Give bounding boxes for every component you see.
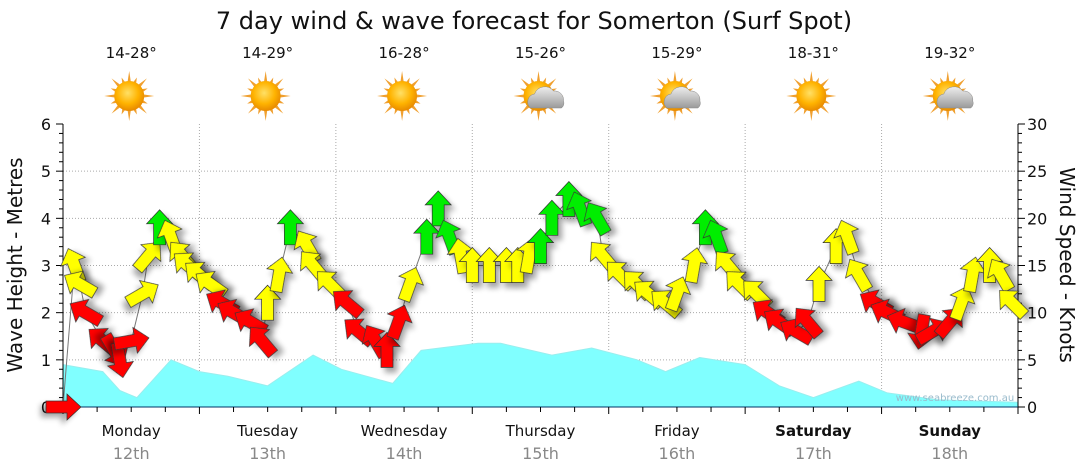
y-tick-label-right: 10 <box>1027 304 1047 323</box>
sunny-icon <box>377 71 428 121</box>
wind-direction-arrow <box>664 276 692 313</box>
y-tick-label-right: 30 <box>1027 115 1047 134</box>
day-name-label: Friday <box>654 422 700 440</box>
wind-direction-arrow <box>266 256 294 294</box>
y-tick-label-left: 5 <box>41 162 51 181</box>
wind-direction-arrow <box>276 209 305 246</box>
wind-direction-arrow <box>249 326 279 359</box>
y-tick-label-left: 4 <box>41 209 51 228</box>
day-temperature: 15-29° <box>651 44 702 62</box>
cloud-shape <box>936 86 974 109</box>
wind-direction-arrow <box>805 265 833 302</box>
y-tick-label-right: 0 <box>1027 398 1037 417</box>
wind-direction-arrow <box>999 290 1030 320</box>
y-tick-label-left: 2 <box>41 304 51 323</box>
day-date-label: 16th <box>659 444 696 463</box>
sun-disc <box>796 81 827 111</box>
wind-direction-arrow <box>681 247 709 284</box>
partly-cloudy-icon <box>513 71 565 121</box>
wind-direction-arrow <box>794 307 824 340</box>
wind-direction-arrow <box>386 304 413 341</box>
wind-direction-arrow <box>333 290 365 320</box>
sun-rays <box>104 71 155 121</box>
day-name-label: Monday <box>102 422 161 440</box>
watermark: www.seabreeze.com.au <box>896 393 1014 404</box>
chart-title: 7 day wind & wave forecast for Somerton … <box>216 7 852 35</box>
y-tick-label-right: 20 <box>1027 209 1047 228</box>
wind-direction-arrow <box>113 326 150 354</box>
y-tick-label-right: 25 <box>1027 162 1047 181</box>
cloud-shape <box>663 86 701 109</box>
wind-direction-arrow <box>583 202 612 237</box>
wind-direction-arrow <box>833 219 860 256</box>
wind-direction-arrow <box>526 228 555 264</box>
y-tick-label-left: 6 <box>41 115 51 134</box>
day-temperature: 15-26° <box>515 44 566 62</box>
day-date-label: 15th <box>522 444 559 463</box>
wave-height-area <box>62 342 1019 408</box>
wind-direction-arrow <box>64 270 99 299</box>
wind-direction-arrow <box>949 285 976 322</box>
sunny-icon <box>104 71 155 121</box>
day-date-label: 18th <box>931 444 968 463</box>
day-name-label: Tuesday <box>236 422 298 440</box>
cloud-shape <box>527 86 565 109</box>
sun-rays <box>513 71 564 121</box>
wind-direction-arrow <box>987 258 1016 294</box>
day-temperature: 19-32° <box>924 44 975 62</box>
day-name-label: Saturday <box>775 422 852 440</box>
wind-direction-arrow <box>975 246 1004 283</box>
wind-direction-arrow <box>253 284 282 321</box>
sunny-icon <box>786 71 837 121</box>
day-date-label: 13th <box>249 444 286 463</box>
wind-direction-arrow <box>69 298 104 327</box>
sun-disc <box>114 81 145 111</box>
day-temperature: 14-29° <box>242 44 293 62</box>
y-tick-label-left: 3 <box>41 257 51 276</box>
y-tick-label-left: 1 <box>41 351 51 370</box>
sun-disc <box>387 81 418 111</box>
day-temperature: 16-28° <box>379 44 430 62</box>
wind-direction-arrow <box>132 241 162 274</box>
y-tick-label-right: 5 <box>1027 351 1037 370</box>
sun-disc <box>250 81 281 111</box>
wind-direction-arrow <box>397 267 425 303</box>
partly-cloudy-icon <box>649 71 701 121</box>
day-date-label: 17th <box>795 444 832 463</box>
wind-direction-arrow <box>373 331 401 368</box>
wind-direction-arrow <box>124 280 159 308</box>
wind-direction-arrow <box>45 393 82 421</box>
day-temperature: 18-31° <box>788 44 839 62</box>
partly-cloudy-icon <box>922 71 974 121</box>
wind-direction-arrow <box>845 258 873 294</box>
day-name-label: Thursday <box>505 422 576 440</box>
day-name-label: Wednesday <box>361 422 448 440</box>
day-date-label: 12th <box>113 444 150 463</box>
y-axis-left-label: Wave Height - Metres <box>3 157 27 372</box>
wind-direction-arrow <box>538 199 566 236</box>
y-tick-label-right: 15 <box>1027 257 1047 276</box>
wind-direction-arrow <box>424 190 453 227</box>
day-date-label: 14th <box>386 444 423 463</box>
day-temperature: 14-28° <box>106 44 157 62</box>
day-name-label: Sunday <box>919 422 982 440</box>
y-axis-right-label: Wind Speed - Knots <box>1055 167 1079 363</box>
sunny-icon <box>240 71 291 121</box>
